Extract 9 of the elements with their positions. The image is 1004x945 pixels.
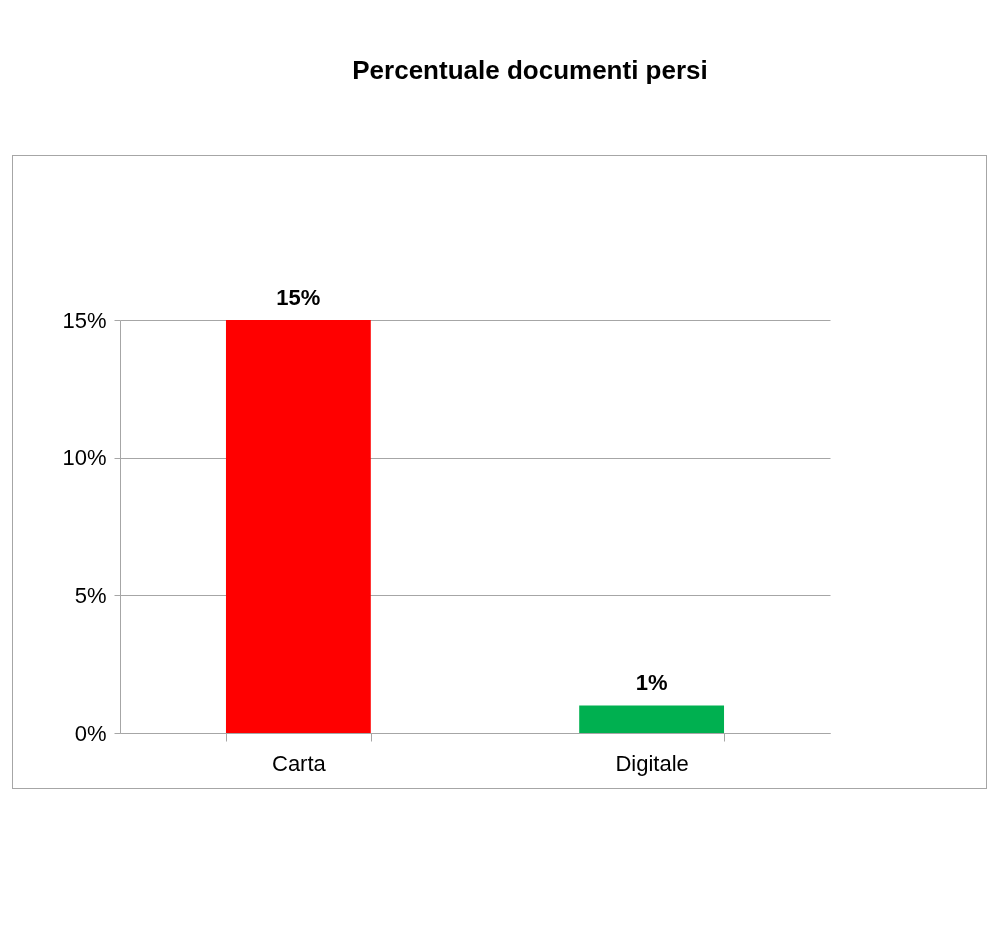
data-label: 1% (635, 670, 668, 696)
y-tick-label: 0% (74, 720, 107, 746)
chart-title: Percentuale documenti persi (352, 55, 708, 85)
y-tick-label: 5% (74, 582, 107, 608)
y-tick-label: 15% (62, 307, 107, 333)
y-tick-label: 10% (62, 445, 107, 471)
x-tick-label: Digitale (615, 750, 689, 776)
data-label: 15% (276, 285, 321, 310)
x-tick-label: Carta (271, 750, 327, 776)
